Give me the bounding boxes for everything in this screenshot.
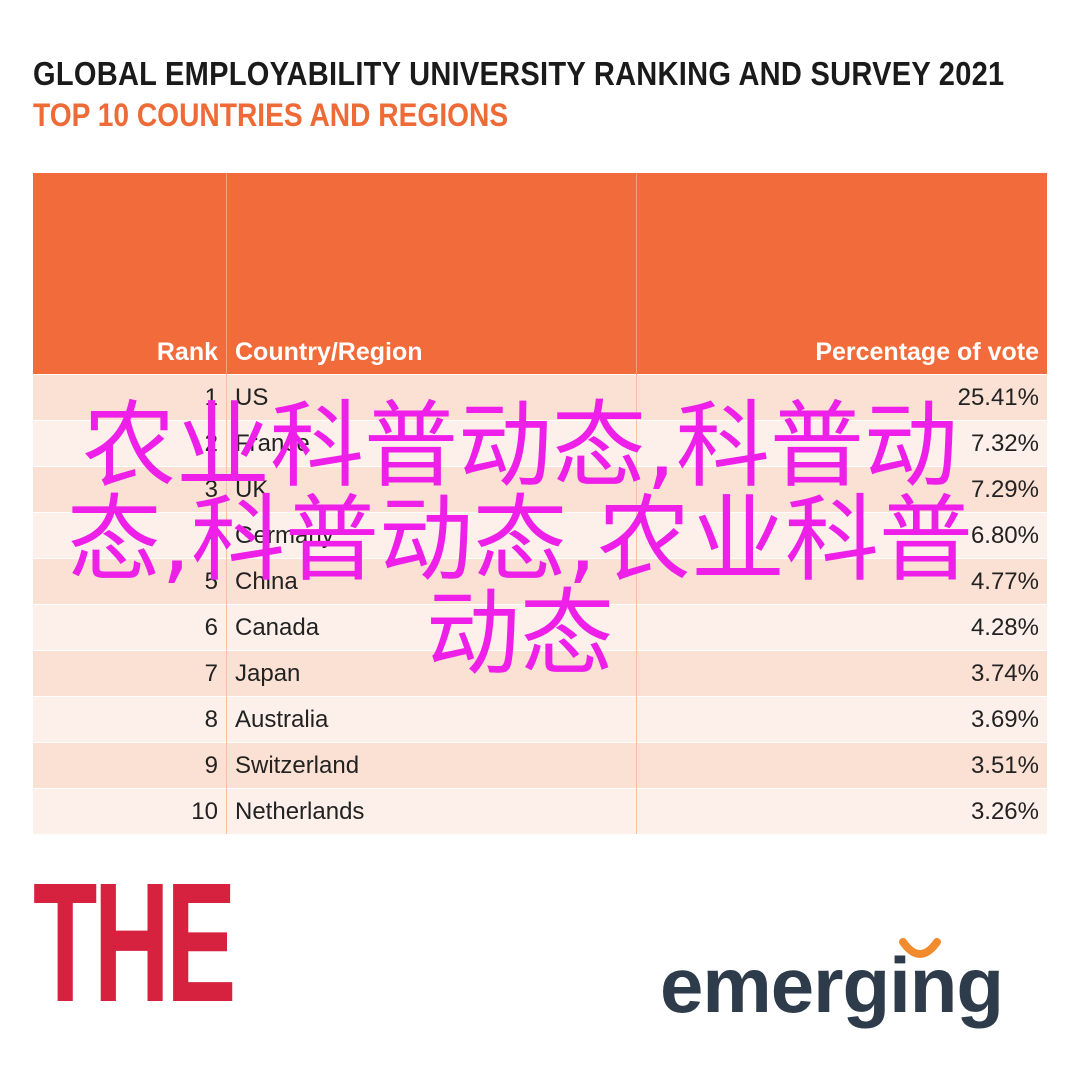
header-row: Rank Country/Region Percentage of vote bbox=[33, 173, 1047, 375]
table-cell: UK bbox=[226, 466, 637, 513]
table-row: 8 Australia 3.69% bbox=[33, 696, 1047, 743]
table-cell: 2 bbox=[33, 420, 227, 467]
table-cell: Australia bbox=[226, 696, 637, 743]
table-cell: US bbox=[226, 374, 637, 421]
table-row: 4 Germany 6.80% bbox=[33, 512, 1047, 559]
smile-arc bbox=[899, 938, 941, 958]
table-row: 7 Japan 3.74% bbox=[33, 650, 1047, 697]
table-row: 9 Switzerland 3.51% bbox=[33, 742, 1047, 789]
table-cell: 3.51% bbox=[636, 742, 1047, 789]
table-cell: 4 bbox=[33, 512, 227, 559]
table-cell: 1 bbox=[33, 374, 227, 421]
table-row: 10 Netherlands 3.26% bbox=[33, 788, 1047, 834]
column-header: Percentage of vote bbox=[636, 173, 1047, 375]
table-cell: Canada bbox=[226, 604, 637, 651]
table-row: 2 France 7.32% bbox=[33, 420, 1047, 467]
table-cell: Japan bbox=[226, 650, 637, 697]
table-row: 1 US 25.41% bbox=[33, 374, 1047, 421]
table-cell: 4.28% bbox=[636, 604, 1047, 651]
table-cell: 3 bbox=[33, 466, 227, 513]
ranking-table: Rank Country/Region Percentage of vote 1 US… bbox=[33, 173, 1047, 834]
table-cell: 6 bbox=[33, 604, 227, 651]
overlay-text: 农业科普动态,科普动态,科普动态,农业科普动态 bbox=[67, 392, 973, 689]
table-cell: 25.41% bbox=[636, 374, 1047, 421]
table-cell: 10 bbox=[33, 788, 227, 834]
table-row: 6 Canada 4.28% bbox=[33, 604, 1047, 651]
table-cell: Switzerland bbox=[226, 742, 637, 789]
table-cell: 3.69% bbox=[636, 696, 1047, 743]
column-header: Rank bbox=[33, 173, 227, 375]
column-header: Country/Region bbox=[226, 173, 637, 375]
table-cell: Germany bbox=[226, 512, 637, 559]
table-cell: 7.32% bbox=[636, 420, 1047, 467]
the-logo: THE bbox=[33, 848, 236, 1038]
emerging-logo: emerging bbox=[660, 941, 1004, 1029]
table-cell: 6.80% bbox=[636, 512, 1047, 559]
table-cell: 5 bbox=[33, 558, 227, 605]
table-cell: 7.29% bbox=[636, 466, 1047, 513]
title: GLOBAL EMPLOYABILITY UNIVERSITY RANKING … bbox=[33, 55, 1005, 92]
table-cell: 9 bbox=[33, 742, 227, 789]
table-row: 3 UK 7.29% bbox=[33, 466, 1047, 513]
table-cell: France bbox=[226, 420, 637, 467]
table-cell: China bbox=[226, 558, 637, 605]
table-body: 1 US 25.41% 2 France 7.32% 3 UK 7.29% 4 Germany 6.8… bbox=[33, 374, 1047, 834]
table-row: 5 China 4.77% bbox=[33, 558, 1047, 605]
table-cell: 8 bbox=[33, 696, 227, 743]
table-cell: 3.26% bbox=[636, 788, 1047, 834]
table-cell: 3.74% bbox=[636, 650, 1047, 697]
subtitle: TOP 10 COUNTRIES AND REGIONS bbox=[33, 97, 509, 133]
table-cell: 7 bbox=[33, 650, 227, 697]
table-cell: 4.77% bbox=[636, 558, 1047, 605]
table-cell: Netherlands bbox=[226, 788, 637, 834]
